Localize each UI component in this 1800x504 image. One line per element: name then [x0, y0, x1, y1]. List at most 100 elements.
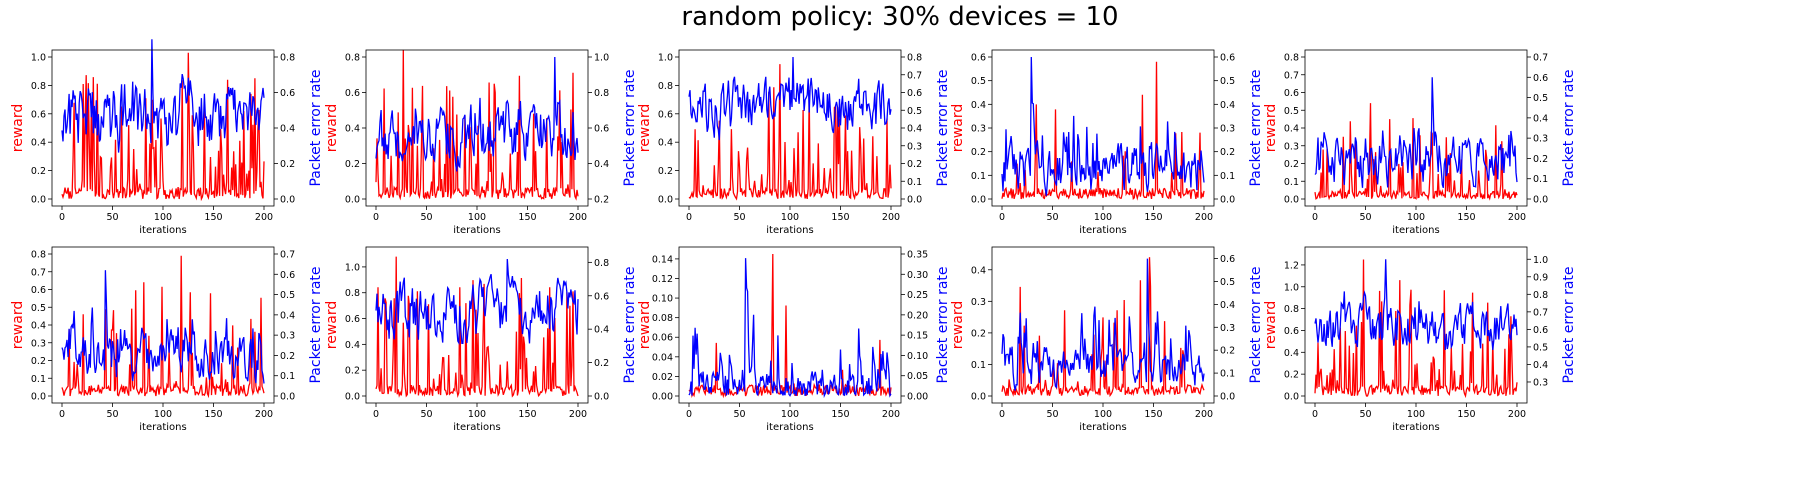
per-line	[1001, 56, 1205, 196]
y-tick-label: 0.6	[658, 109, 673, 120]
x-tick-label: 0	[373, 409, 379, 420]
y2-tick-label: 0.5	[1533, 93, 1548, 104]
y-axis-label: reward	[10, 301, 26, 350]
x-tick-label: 50	[106, 212, 118, 223]
y-tick-label: 1.2	[1284, 260, 1299, 271]
y2-tick-label: 0.6	[907, 88, 922, 99]
y2-tick-label: 0.8	[280, 53, 295, 64]
y-tick-label: 0.2	[1284, 370, 1299, 381]
y2-tick-label: 0.9	[1533, 272, 1548, 283]
x-tick-label: 50	[1046, 212, 1058, 223]
y2-tick-label: 0.6	[594, 291, 609, 302]
per-line	[375, 56, 579, 172]
y2-axis-label: Packet error rate	[622, 69, 638, 186]
y-tick-label: 1.0	[1284, 282, 1299, 293]
y2-tick-label: 0.25	[907, 290, 928, 301]
x-tick-label: 50	[1359, 409, 1371, 420]
y2-tick-label: 0.15	[907, 331, 928, 342]
x-tick-label: 0	[999, 212, 1005, 223]
y-tick-label: 0.14	[652, 254, 673, 265]
y2-tick-label: 0.7	[1533, 307, 1548, 318]
per-line	[375, 258, 579, 346]
subplot-9: 0 50 100 150 200 iterations 0.0 0.1 0.2 0.3 0.4 rew…	[950, 246, 1264, 433]
x-tick-label: 0	[373, 212, 379, 223]
y-tick-label: 0.1	[971, 360, 986, 371]
y2-tick-label: 0.3	[280, 331, 295, 342]
y2-tick-label: 0.2	[1220, 346, 1235, 357]
y-tick-label: 0.04	[652, 352, 673, 363]
y2-tick-label: 0.4	[907, 124, 922, 135]
y2-tick-label: 0.0	[1220, 392, 1235, 403]
x-tick-label: 100	[468, 212, 486, 223]
x-tick-label: 150	[1144, 212, 1162, 223]
subplot-3: 0 50 100 150 200 iterations 0.0 0.2 0.4 0.6 0.8 1.0…	[637, 49, 951, 236]
subplot-6: 0 50 100 150 200 iterations 0.0 0.1 0.2 0.3 0.4 0.5…	[10, 246, 324, 433]
y2-axis-label: Packet error rate	[935, 69, 951, 186]
y-tick-label: 0.3	[1284, 141, 1299, 152]
y-tick-label: 0.2	[658, 166, 673, 177]
y2-axis-label: Packet error rate	[308, 69, 324, 186]
y2-tick-label: 0.2	[280, 159, 295, 170]
y2-tick-label: 1.0	[1533, 255, 1548, 266]
y-axis-label: reward	[950, 301, 966, 350]
y-tick-label: 0.0	[345, 195, 360, 206]
x-tick-label: 200	[1508, 409, 1526, 420]
y2-axis-label: Packet error rate	[1561, 266, 1577, 383]
x-tick-label: 0	[686, 409, 692, 420]
y-tick-label: 0.06	[652, 333, 673, 344]
y-tick-label: 0.3	[971, 124, 986, 135]
y2-tick-label: 0.3	[1533, 377, 1548, 388]
y-tick-label: 0.6	[345, 88, 360, 99]
y-tick-label: 0.3	[971, 297, 986, 308]
y-axis-label: reward	[637, 301, 653, 350]
y-tick-label: 0.2	[31, 166, 46, 177]
y2-tick-label: 0.4	[594, 159, 609, 170]
y2-tick-label: 0.4	[1220, 100, 1235, 111]
y2-tick-label: 0.5	[1220, 277, 1235, 288]
y2-tick-label: 0.7	[907, 70, 922, 81]
x-tick-label: 0	[1312, 409, 1318, 420]
reward-line	[375, 49, 579, 201]
y-tick-label: 0.00	[652, 392, 673, 403]
x-axis-label: iterations	[139, 225, 186, 236]
x-axis-label: iterations	[1392, 225, 1439, 236]
y-tick-label: 0.2	[31, 356, 46, 367]
y2-axis-label: Packet error rate	[1561, 69, 1577, 186]
y-tick-label: 0.4	[971, 265, 986, 276]
x-tick-label: 100	[1407, 409, 1425, 420]
y-tick-label: 0.8	[658, 81, 673, 92]
y-axis-label: reward	[324, 301, 340, 350]
reward-line	[1314, 259, 1518, 399]
y2-tick-label: 0.2	[1533, 154, 1548, 165]
per-line	[61, 270, 265, 384]
x-tick-label: 200	[1195, 212, 1213, 223]
x-tick-label: 200	[882, 212, 900, 223]
y2-tick-label: 0.3	[1533, 134, 1548, 145]
y-tick-label: 0.6	[31, 109, 46, 120]
y-tick-label: 0.3	[31, 338, 46, 349]
y2-tick-label: 0.0	[907, 195, 922, 206]
x-tick-label: 0	[59, 409, 65, 420]
y2-tick-label: 0.1	[280, 371, 295, 382]
y2-tick-label: 0.0	[594, 392, 609, 403]
reward-line	[61, 255, 265, 399]
per-line	[1001, 258, 1205, 391]
y-tick-label: 0.5	[31, 303, 46, 314]
x-tick-label: 100	[781, 212, 799, 223]
x-axis-label: iterations	[453, 422, 500, 433]
x-tick-label: 100	[154, 212, 172, 223]
subplot-5: 0 50 100 150 200 iterations 0.0 0.1 0.2 0.3 0.4 0.5…	[1263, 49, 1577, 236]
y2-tick-label: 0.4	[280, 124, 295, 135]
y-tick-label: 0.0	[1284, 392, 1299, 403]
y2-axis-label: Packet error rate	[1248, 266, 1264, 383]
y2-tick-label: 0.1	[907, 177, 922, 188]
x-tick-label: 200	[255, 212, 273, 223]
y2-tick-label: 0.1	[1220, 369, 1235, 380]
x-axis-label: iterations	[1392, 422, 1439, 433]
y-tick-label: 0.4	[658, 138, 673, 149]
x-tick-label: 150	[1457, 212, 1475, 223]
y2-tick-label: 0.2	[907, 159, 922, 170]
y2-tick-label: 0.6	[280, 270, 295, 281]
y2-tick-label: 0.3	[1220, 124, 1235, 135]
